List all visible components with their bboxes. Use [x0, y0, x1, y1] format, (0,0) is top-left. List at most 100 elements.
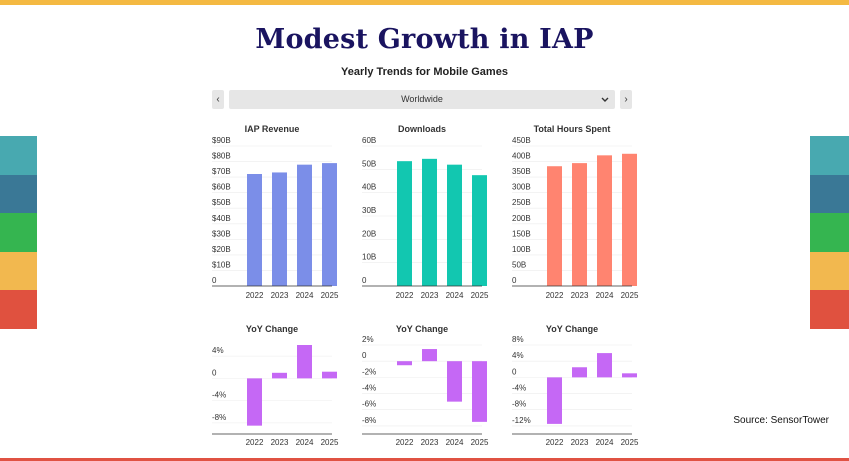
bar-2024: [597, 155, 612, 286]
y-tick-label: -8%: [212, 413, 226, 422]
bar-2025: [322, 371, 337, 379]
right-stripe-3: [810, 213, 849, 252]
bar-2022: [397, 361, 412, 366]
chart-5: YoY Change 2% 0 -2% -4% -6% -8% 2022 2023 2024 202…: [362, 324, 489, 447]
chart-title: YoY Change: [396, 324, 448, 334]
bar-2023: [272, 172, 287, 286]
y-tick-label: $20B: [212, 245, 231, 254]
y-tick-label: -4%: [512, 384, 526, 393]
x-tick-label: 2024: [446, 438, 464, 447]
bar-2025: [322, 163, 337, 286]
bar-2025: [622, 153, 637, 286]
y-tick-label: 0: [362, 351, 367, 360]
y-tick-label: -6%: [362, 400, 376, 409]
y-tick-label: 10B: [362, 253, 376, 262]
page-subtitle: Yearly Trends for Mobile Games: [341, 66, 508, 78]
x-tick-label: 2023: [421, 438, 439, 447]
right-stripe-4: [810, 251, 849, 291]
x-tick-label: 2022: [396, 291, 414, 300]
y-tick-label: 300B: [512, 183, 531, 192]
y-tick-label: 8%: [512, 335, 524, 344]
y-tick-label: 100B: [512, 245, 531, 254]
y-tick-label: $50B: [212, 198, 231, 207]
chevron-down-icon: [601, 90, 609, 116]
bar-2023: [572, 367, 587, 378]
region-dropdown[interactable]: Worldwide: [229, 90, 615, 109]
y-tick-label: 4%: [512, 351, 524, 360]
y-tick-label: 0: [212, 368, 217, 377]
x-tick-label: 2022: [246, 291, 264, 300]
bar-2023: [272, 372, 287, 379]
chart-1: IAP Revenue 0 $10B $20B $30B $40B $50B $60B $70B…: [212, 124, 339, 300]
y-tick-label: -12%: [512, 416, 531, 425]
bottom-accent-bar: [0, 458, 849, 461]
y-tick-label: 20B: [362, 229, 376, 238]
x-tick-label: 2022: [246, 438, 264, 447]
y-tick-label: $90B: [212, 136, 231, 145]
x-tick-label: 2024: [296, 291, 314, 300]
source-note: Source: SensorTower: [733, 415, 829, 426]
chart-6: YoY Change 8% 4% 0 -4% -8% -12% 2022 2023 2024 202…: [512, 324, 639, 447]
left-stripe-5: [0, 290, 37, 329]
y-tick-label: 60B: [362, 136, 376, 145]
chart-4: YoY Change 4% 0 -4% -8% 2022 2023 2024 2025: [212, 324, 339, 447]
x-tick-label: 2025: [471, 438, 489, 447]
y-tick-label: 250B: [512, 198, 531, 207]
y-tick-label: -4%: [362, 384, 376, 393]
bar-2025: [472, 361, 487, 422]
y-tick-label: -8%: [362, 416, 376, 425]
x-tick-label: 2025: [621, 291, 639, 300]
left-stripe-1: [0, 136, 37, 175]
left-stripe-2: [0, 174, 37, 214]
bar-2022: [547, 166, 562, 286]
region-dropdown-value: Worldwide: [401, 94, 443, 104]
bar-2025: [622, 373, 637, 378]
y-tick-label: 350B: [512, 167, 531, 176]
x-tick-label: 2022: [396, 438, 414, 447]
y-tick-label: $80B: [212, 152, 231, 161]
x-tick-label: 2023: [571, 291, 589, 300]
right-stripe-5: [810, 290, 849, 329]
right-stripe-1: [810, 136, 849, 175]
chart-3: Total Hours Spent 0 50B 100B 150B 200B 250B 300…: [512, 124, 639, 300]
bar-2022: [547, 377, 562, 424]
y-tick-label: 30B: [362, 206, 376, 215]
y-tick-label: 0: [512, 367, 517, 376]
y-tick-label: $40B: [212, 214, 231, 223]
x-tick-label: 2024: [596, 291, 614, 300]
x-tick-label: 2022: [546, 291, 564, 300]
x-tick-label: 2023: [571, 438, 589, 447]
bar-2025: [472, 175, 487, 286]
x-tick-label: 2025: [621, 438, 639, 447]
chart-title: YoY Change: [246, 324, 298, 334]
y-tick-label: 0: [512, 276, 517, 285]
bar-2023: [572, 163, 587, 286]
left-color-stripes: [0, 136, 37, 329]
x-tick-label: 2025: [321, 438, 339, 447]
chart-2: Downloads 0 10B 20B 30B 40B 50B 60B 2022 2023 2024…: [362, 124, 489, 300]
chart-title: IAP Revenue: [245, 124, 300, 134]
page-title: Modest Growth in IAP: [255, 24, 594, 55]
bar-2023: [422, 158, 437, 286]
previous-region-button[interactable]: ‹: [212, 90, 224, 109]
x-tick-label: 2025: [471, 291, 489, 300]
chart-title: Total Hours Spent: [534, 124, 611, 134]
y-tick-label: -8%: [512, 400, 526, 409]
y-tick-label: 400B: [512, 152, 531, 161]
y-tick-label: 200B: [512, 214, 531, 223]
x-tick-label: 2022: [546, 438, 564, 447]
bar-2023: [422, 349, 437, 362]
bar-2024: [297, 345, 312, 379]
x-tick-label: 2024: [296, 438, 314, 447]
bar-2024: [447, 164, 462, 286]
y-tick-label: 4%: [212, 346, 224, 355]
x-tick-label: 2025: [321, 291, 339, 300]
x-tick-label: 2024: [596, 438, 614, 447]
next-region-button[interactable]: ›: [620, 90, 632, 109]
bar-2024: [447, 361, 462, 402]
y-tick-label: 40B: [362, 183, 376, 192]
bar-2024: [297, 164, 312, 286]
y-tick-label: 50B: [512, 260, 526, 269]
chart-title: YoY Change: [546, 324, 598, 334]
